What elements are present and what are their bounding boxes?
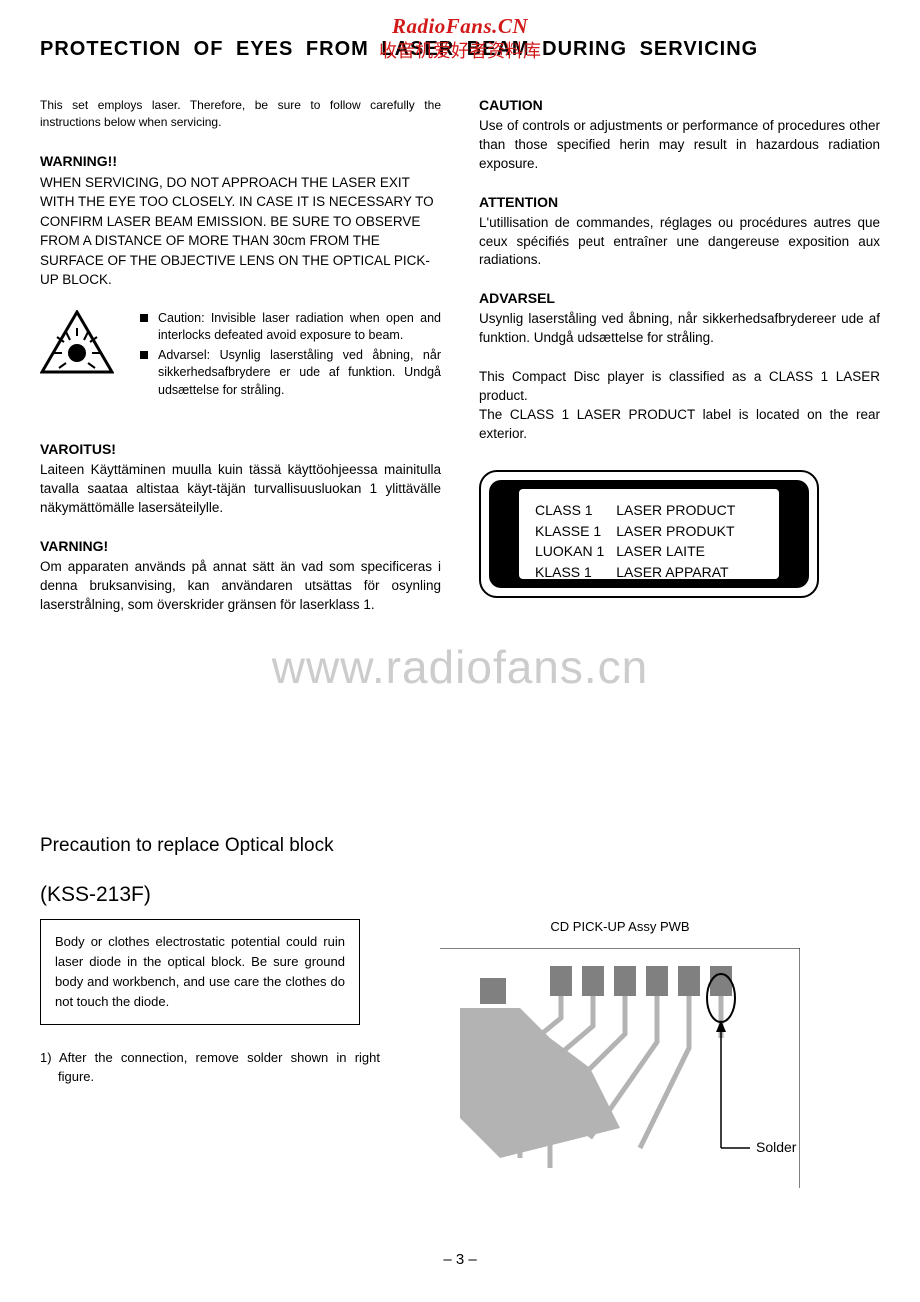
esd-note-box: Body or clothes electrostatic potential …: [40, 919, 360, 1026]
varning-body: Om apparaten används på annat sätt än va…: [40, 558, 441, 615]
precaution-left: Body or clothes electrostatic potential …: [40, 919, 380, 1193]
label-cell: KLASS 1: [535, 563, 614, 582]
pcb-diagram-icon: Solder: [440, 948, 800, 1188]
solder-label: Solder: [756, 1139, 797, 1155]
label-cell: LASER LAITE: [616, 542, 745, 561]
precaution-columns: Body or clothes electrostatic potential …: [40, 919, 880, 1193]
class1-label: CLASS 1LASER PRODUCT KLASSE 1LASER PRODU…: [479, 470, 819, 598]
hazard-list: Caution: Invisible laser radiation when …: [144, 310, 441, 402]
varoitus-heading: VAROITUS!: [40, 441, 441, 457]
precaution-title: Precaution to replace Optical block: [40, 835, 880, 857]
warning-body: WHEN SERVICING, DO NOT APPROACH THE LASE…: [40, 173, 441, 290]
advarsel-heading: ADVARSEL: [479, 290, 880, 306]
label-cell: LASER APPARAT: [616, 563, 745, 582]
varoitus-body: Laiteen Käyttäminen muulla kuin tässä kä…: [40, 461, 441, 518]
page-content: PROTECTION OF EYES FROM LASER BEAM DURIN…: [40, 38, 880, 1193]
label-cell: CLASS 1: [535, 501, 614, 520]
pcb-caption: CD PICK-UP Assy PWB: [440, 919, 800, 934]
hazard-item: Advarsel: Usynlig laserståling ved åbnin…: [144, 347, 441, 400]
classification-note: This Compact Disc player is classified a…: [479, 368, 880, 444]
label-cell: KLASSE 1: [535, 522, 614, 541]
attention-body: L'utillisation de commandes, réglages ou…: [479, 214, 880, 271]
label-cell: LUOKAN 1: [535, 542, 614, 561]
caution-heading: CAUTION: [479, 97, 880, 113]
warning-heading: WARNING!!: [40, 153, 441, 169]
watermark-site: RadioFans.CN: [0, 14, 920, 39]
caution-body: Use of controls or adjustments or perfor…: [479, 117, 880, 174]
varning-heading: VARNING!: [40, 538, 441, 554]
page-number: – 3 –: [0, 1251, 920, 1268]
left-column: This set employs laser. Therefore, be su…: [40, 97, 441, 635]
advarsel-body: Usynlig laserståling ved åbning, når sik…: [479, 310, 880, 348]
class1-table: CLASS 1LASER PRODUCT KLASSE 1LASER PRODU…: [533, 499, 747, 585]
hazard-row: Caution: Invisible laser radiation when …: [40, 310, 441, 402]
label-cell: LASER PRODUCT: [616, 501, 745, 520]
two-columns: This set employs laser. Therefore, be su…: [40, 97, 880, 635]
laser-hazard-icon: [40, 310, 114, 402]
attention-heading: ATTENTION: [479, 194, 880, 210]
label-cell: LASER PRODUKT: [616, 522, 745, 541]
step-1: 1) After the connection, remove solder s…: [40, 1049, 380, 1087]
intro-text: This set employs laser. Therefore, be su…: [40, 97, 441, 131]
pcb-figure: CD PICK-UP Assy PWB: [440, 919, 800, 1193]
part-number: (KSS-213F): [40, 883, 880, 907]
page-title: PROTECTION OF EYES FROM LASER BEAM DURIN…: [40, 38, 880, 61]
right-column: CAUTION Use of controls or adjustments o…: [479, 97, 880, 635]
class1-label-inner: CLASS 1LASER PRODUCT KLASSE 1LASER PRODU…: [489, 480, 809, 588]
precaution-section: Precaution to replace Optical block (KSS…: [40, 835, 880, 1193]
class1-label-panel: CLASS 1LASER PRODUCT KLASSE 1LASER PRODU…: [519, 489, 779, 579]
hazard-item: Caution: Invisible laser radiation when …: [144, 310, 441, 345]
